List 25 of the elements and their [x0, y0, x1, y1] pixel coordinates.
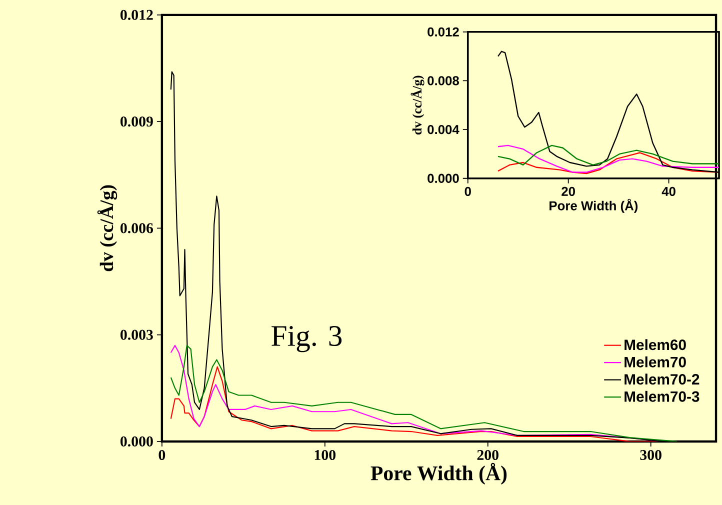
- legend-label: Melem70: [624, 356, 686, 368]
- y-tick-label: 0.004: [428, 124, 460, 134]
- y-tick-label: 0.012: [120, 10, 153, 20]
- annotation: Fig. 3: [272, 326, 342, 352]
- y-tick-label: 0.000: [428, 174, 459, 183]
- y-tick-label: 0.012: [428, 27, 459, 36]
- x-tick-label: 200: [477, 450, 498, 460]
- legend-label: Melem70-2: [624, 374, 700, 384]
- x-tick-label: 100: [314, 450, 336, 460]
- x-axis-title: Pore Width (Å): [550, 198, 638, 213]
- legend-label: Melem70-3: [624, 390, 700, 402]
- x-tick-label: 0: [158, 450, 166, 460]
- y-tick-label: 0.000: [120, 436, 153, 446]
- x-tick-label: 40: [662, 186, 676, 196]
- legend-label: Melem60: [624, 339, 686, 350]
- x-tick-label: 20: [562, 186, 575, 196]
- y-tick-label: 0.003: [120, 330, 153, 340]
- x-axis-title: Pore Width (Å): [370, 462, 507, 484]
- x-tick-label: 300: [640, 450, 662, 460]
- x-tick-label: 0: [464, 186, 471, 196]
- y-tick-label: 0.006: [120, 223, 154, 234]
- y-axis-title: dv (cc/Å/g): [97, 185, 118, 272]
- y-axis-title: dv (cc/Å/g): [410, 76, 424, 134]
- y-tick-label: 0.008: [428, 76, 459, 86]
- y-tick-label: 0.009: [120, 116, 153, 127]
